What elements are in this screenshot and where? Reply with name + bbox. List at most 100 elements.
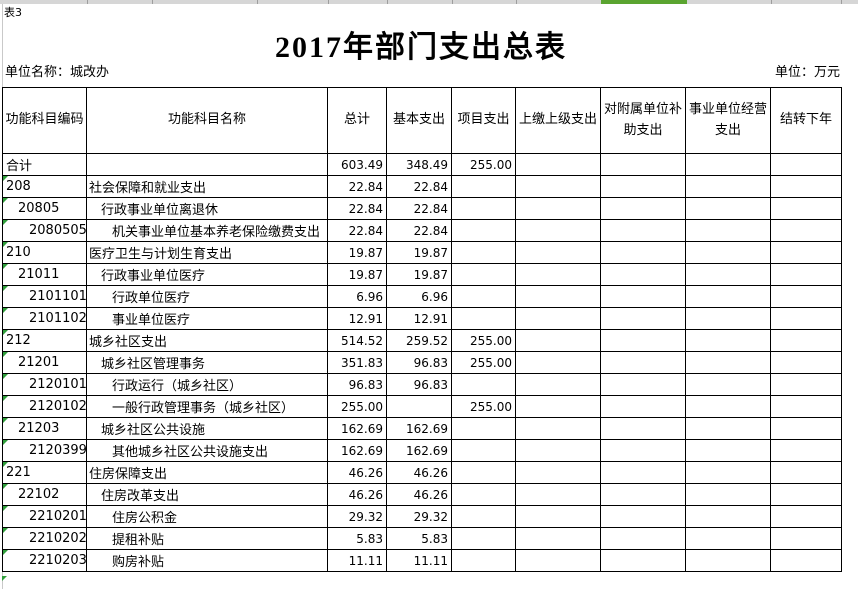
cell-business[interactable] <box>685 373 771 396</box>
cell-basic[interactable]: 259.52 <box>386 329 452 352</box>
column-header-code[interactable]: 功能科目编码 <box>2 87 87 154</box>
cell-code[interactable]: 2210201 <box>2 505 87 528</box>
cell-name[interactable] <box>86 153 328 176</box>
cell-name[interactable]: 其他城乡社区公共设施支出 <box>86 439 328 462</box>
cell-business[interactable] <box>685 483 771 506</box>
cell-name[interactable]: 提租补贴 <box>86 527 328 550</box>
cell-total[interactable]: 22.84 <box>327 219 387 242</box>
cell-code[interactable]: 210 <box>2 241 87 264</box>
cell-project[interactable] <box>451 483 516 506</box>
cell-code[interactable]: 2101101 <box>2 285 87 308</box>
cell-business[interactable] <box>685 263 771 286</box>
cell-affiliate[interactable] <box>600 153 686 176</box>
cell-upper[interactable] <box>515 439 601 462</box>
cell-business[interactable] <box>685 307 771 330</box>
cell-affiliate[interactable] <box>600 483 686 506</box>
cell-carryover[interactable] <box>770 153 842 176</box>
cell-affiliate[interactable] <box>600 373 686 396</box>
cell-total[interactable]: 351.83 <box>327 351 387 374</box>
cell-basic[interactable]: 46.26 <box>386 483 452 506</box>
cell-carryover[interactable] <box>770 483 842 506</box>
cell-affiliate[interactable] <box>600 527 686 550</box>
cell-project[interactable] <box>451 307 516 330</box>
cell-carryover[interactable] <box>770 527 842 550</box>
cell-project[interactable] <box>451 263 516 286</box>
cell-carryover[interactable] <box>770 351 842 374</box>
cell-carryover[interactable] <box>770 307 842 330</box>
cell-code[interactable]: 2210202 <box>2 527 87 550</box>
cell-carryover[interactable] <box>770 549 842 572</box>
cell-business[interactable] <box>685 285 771 308</box>
cell-code[interactable]: 21201 <box>2 351 87 374</box>
cell-affiliate[interactable] <box>600 197 686 220</box>
cell-project[interactable] <box>451 505 516 528</box>
cell-upper[interactable] <box>515 197 601 220</box>
cell-upper[interactable] <box>515 395 601 418</box>
cell-affiliate[interactable] <box>600 505 686 528</box>
cell-name[interactable]: 住房公积金 <box>86 505 328 528</box>
cell-project[interactable] <box>451 197 516 220</box>
cell-upper[interactable] <box>515 373 601 396</box>
column-header-carryover[interactable]: 结转下年 <box>770 87 842 154</box>
cell-total[interactable]: 162.69 <box>327 439 387 462</box>
cell-upper[interactable] <box>515 505 601 528</box>
cell-total[interactable]: 22.84 <box>327 175 387 198</box>
cell-name[interactable]: 住房保障支出 <box>86 461 328 484</box>
cell-code[interactable]: 2120101 <box>2 373 87 396</box>
cell-carryover[interactable] <box>770 329 842 352</box>
cell-carryover[interactable] <box>770 417 842 440</box>
cell-carryover[interactable] <box>770 219 842 242</box>
cell-name[interactable]: 城乡社区公共设施 <box>86 417 328 440</box>
cell-total[interactable]: 96.83 <box>327 373 387 396</box>
cell-basic[interactable]: 348.49 <box>386 153 452 176</box>
cell-carryover[interactable] <box>770 505 842 528</box>
cell-carryover[interactable] <box>770 373 842 396</box>
cell-carryover[interactable] <box>770 175 842 198</box>
cell-business[interactable] <box>685 395 771 418</box>
cell-code[interactable]: 2120399 <box>2 439 87 462</box>
cell-carryover[interactable] <box>770 439 842 462</box>
cell-project[interactable]: 255.00 <box>451 329 516 352</box>
cell-name[interactable]: 机关事业单位基本养老保险缴费支出 <box>86 219 328 242</box>
cell-basic[interactable]: 46.26 <box>386 461 452 484</box>
cell-project[interactable] <box>451 417 516 440</box>
cell-code[interactable]: 2080505 <box>2 219 87 242</box>
cell-carryover[interactable] <box>770 197 842 220</box>
cell-code[interactable]: 208 <box>2 175 87 198</box>
cell-basic[interactable] <box>386 395 452 418</box>
cell-upper[interactable] <box>515 307 601 330</box>
cell-upper[interactable] <box>515 219 601 242</box>
cell-name[interactable]: 事业单位医疗 <box>86 307 328 330</box>
cell-name[interactable]: 住房改革支出 <box>86 483 328 506</box>
cell-total[interactable]: 22.84 <box>327 197 387 220</box>
cell-upper[interactable] <box>515 351 601 374</box>
cell-basic[interactable]: 6.96 <box>386 285 452 308</box>
cell-total[interactable]: 11.11 <box>327 549 387 572</box>
cell-project[interactable] <box>451 439 516 462</box>
cell-code[interactable]: 212 <box>2 329 87 352</box>
cell-upper[interactable] <box>515 329 601 352</box>
cell-affiliate[interactable] <box>600 219 686 242</box>
cell-business[interactable] <box>685 439 771 462</box>
cell-name[interactable]: 社会保障和就业支出 <box>86 175 328 198</box>
cell-basic[interactable]: 19.87 <box>386 263 452 286</box>
column-header-business[interactable]: 事业单位经营支出 <box>685 87 771 154</box>
cell-total[interactable]: 514.52 <box>327 329 387 352</box>
cell-total[interactable]: 29.32 <box>327 505 387 528</box>
cell-business[interactable] <box>685 461 771 484</box>
cell-code[interactable]: 21011 <box>2 263 87 286</box>
cell-basic[interactable]: 96.83 <box>386 351 452 374</box>
cell-basic[interactable]: 11.11 <box>386 549 452 572</box>
cell-name[interactable]: 城乡社区管理事务 <box>86 351 328 374</box>
cell-basic[interactable]: 19.87 <box>386 241 452 264</box>
cell-business[interactable] <box>685 351 771 374</box>
cell-upper[interactable] <box>515 461 601 484</box>
cell-total[interactable]: 19.87 <box>327 241 387 264</box>
cell-basic[interactable]: 22.84 <box>386 175 452 198</box>
cell-name[interactable]: 医疗卫生与计划生育支出 <box>86 241 328 264</box>
cell-affiliate[interactable] <box>600 439 686 462</box>
column-header-total[interactable]: 总计 <box>327 87 387 154</box>
cell-business[interactable] <box>685 417 771 440</box>
cell-total[interactable]: 162.69 <box>327 417 387 440</box>
cell-affiliate[interactable] <box>600 263 686 286</box>
